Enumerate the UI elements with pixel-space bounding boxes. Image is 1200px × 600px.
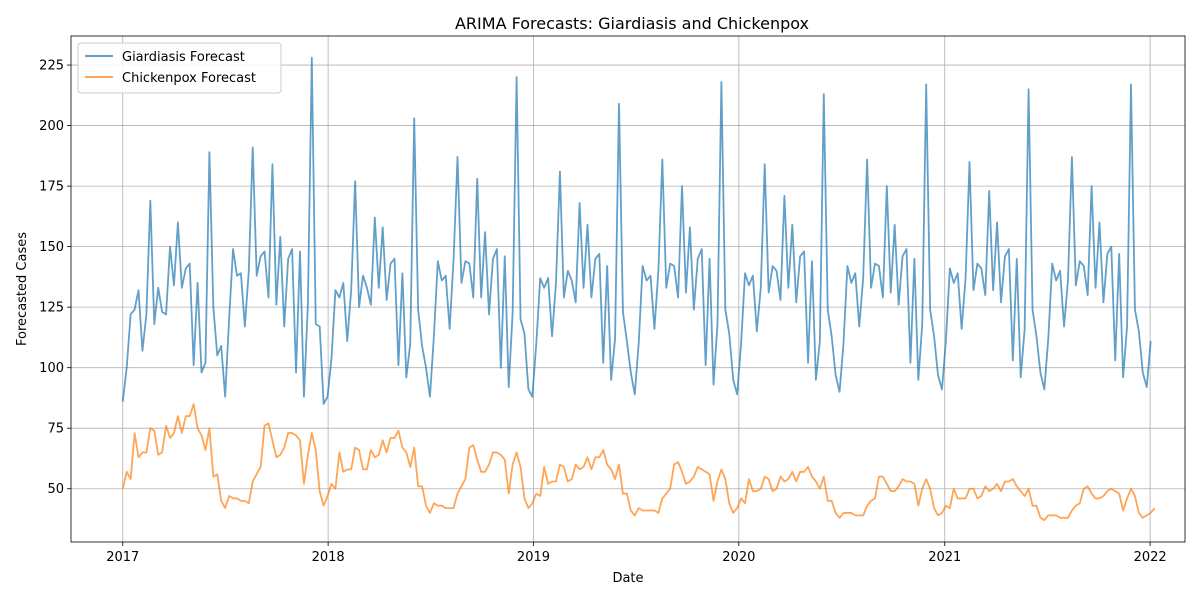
series-line-chickenpox-forecast bbox=[121, 403, 1156, 522]
series-layer bbox=[121, 56, 1156, 522]
x-tick-label: 2022 bbox=[1134, 550, 1167, 565]
legend-label-chickenpox: Chickenpox Forecast bbox=[122, 71, 256, 86]
y-axis-label: Forecasted Cases bbox=[15, 232, 30, 346]
x-tick-label: 2021 bbox=[928, 550, 961, 565]
series-line-giardiasis-forecast bbox=[121, 56, 1152, 405]
y-tick-label: 100 bbox=[39, 361, 64, 376]
x-tick-label: 2018 bbox=[312, 550, 345, 565]
plot-frame bbox=[70, 35, 1186, 543]
grid-layer bbox=[71, 36, 1185, 542]
x-axis-label: Date bbox=[612, 571, 643, 586]
tick-layer: 50 75 100 125 150 175 200 225 2017 2018 2019 2020 20… bbox=[39, 59, 1166, 565]
x-tick-label: 2019 bbox=[517, 550, 550, 565]
x-tick-label: 2017 bbox=[106, 550, 139, 565]
y-tick-label: 150 bbox=[39, 240, 64, 255]
y-tick-label: 50 bbox=[47, 482, 64, 497]
y-tick-label: 225 bbox=[39, 59, 64, 74]
y-tick-label: 75 bbox=[47, 422, 64, 437]
legend: Giardiasis Forecast Chickenpox Forecast bbox=[77, 42, 282, 94]
y-tick-label: 175 bbox=[39, 180, 64, 195]
y-tick-label: 125 bbox=[39, 301, 64, 316]
chart-title: ARIMA Forecasts: Giardiasis and Chickenp… bbox=[455, 14, 809, 33]
legend-label-giardiasis: Giardiasis Forecast bbox=[122, 50, 245, 65]
legend-box bbox=[77, 42, 282, 94]
x-tick-label: 2020 bbox=[722, 550, 755, 565]
y-tick-label: 200 bbox=[39, 119, 64, 134]
